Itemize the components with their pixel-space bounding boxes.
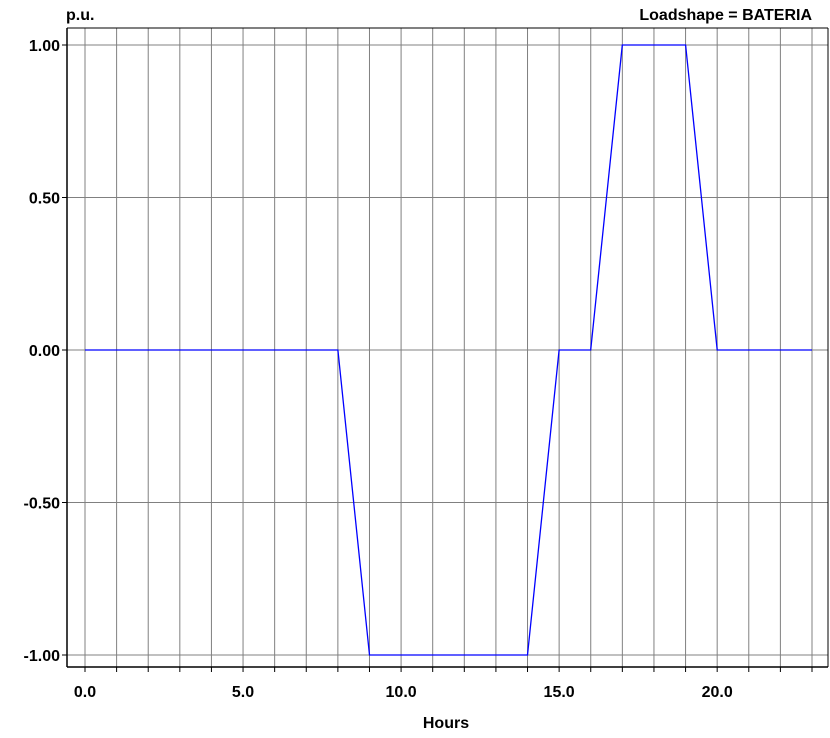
x-axis-label: Hours xyxy=(423,715,469,732)
series-layer xyxy=(84,44,813,656)
y-tick-label: -1.00 xyxy=(24,648,61,665)
y-tick-labels: 1.00 0.50 0.00 -0.50 -1.00 xyxy=(24,38,61,665)
y-tick-label: 0.00 xyxy=(29,343,60,360)
x-tick-label: 15.0 xyxy=(544,684,575,701)
x-tick-label: 5.0 xyxy=(232,684,254,701)
x-tick-label: 20.0 xyxy=(702,684,733,701)
plot-frame xyxy=(62,27,829,672)
x-tick-labels: 0.0 5.0 10.0 15.0 20.0 xyxy=(74,684,733,701)
y-tick-label: -0.50 xyxy=(24,496,61,513)
y-tick-label: 0.50 xyxy=(29,191,60,208)
x-tick-label: 10.0 xyxy=(386,684,417,701)
series-line xyxy=(85,44,812,656)
x-tick-label: 0.0 xyxy=(74,684,96,701)
grid-lines xyxy=(67,28,828,667)
y-axis-label: p.u. xyxy=(66,7,94,24)
y-tick-label: 1.00 xyxy=(29,38,60,55)
chart-title: Loadshape = BATERIA xyxy=(639,7,812,24)
